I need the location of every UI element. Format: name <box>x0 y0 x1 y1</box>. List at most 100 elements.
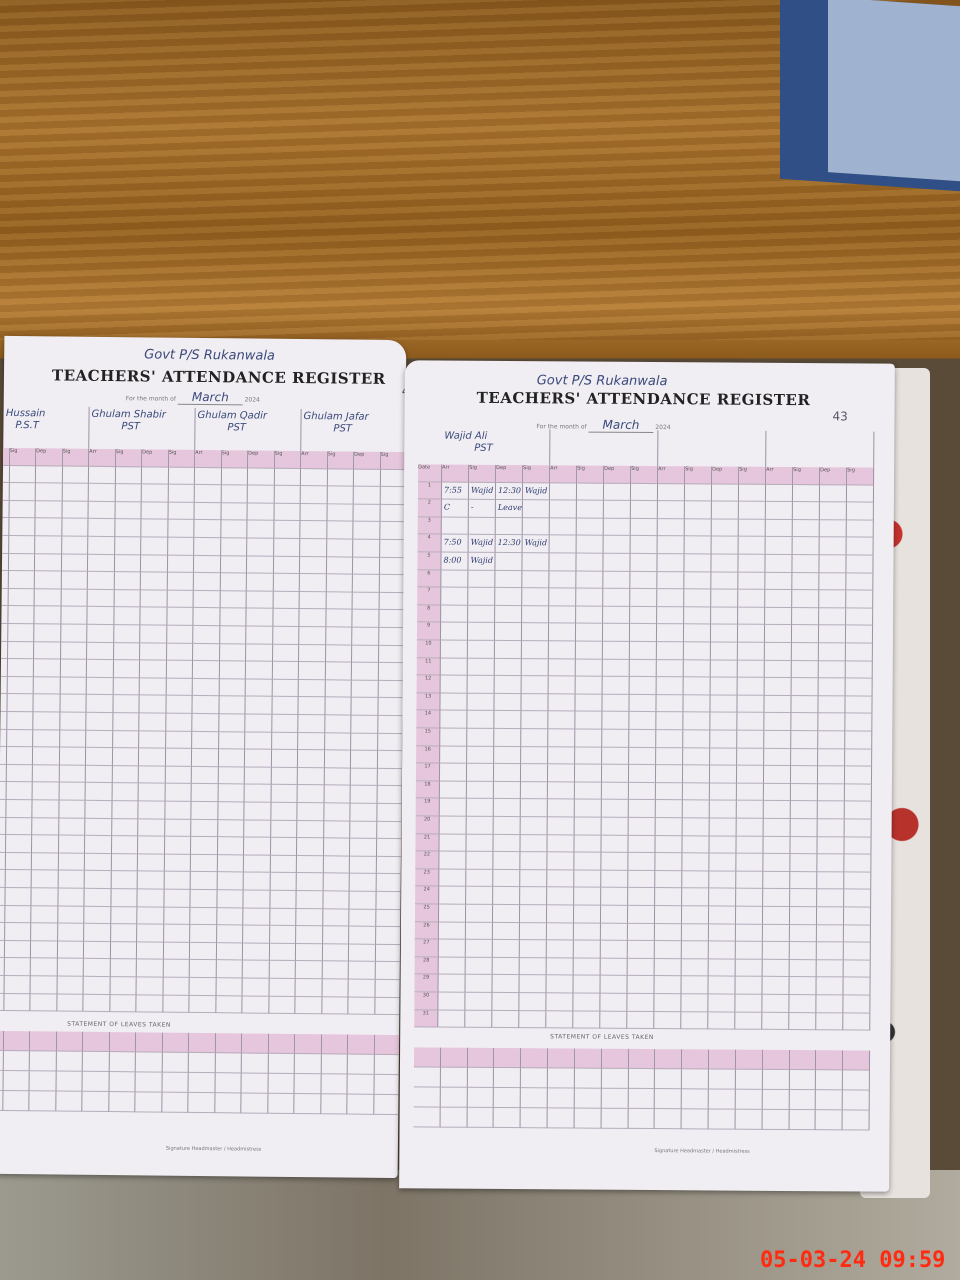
attendance-cell <box>492 922 520 941</box>
leave-cell <box>655 1089 683 1110</box>
attendance-cell <box>600 940 628 959</box>
attendance-cell <box>440 658 468 676</box>
attendance-cell <box>348 997 375 1016</box>
attendance-cell <box>548 676 576 695</box>
attendance-cell <box>377 751 405 769</box>
attendance-cell <box>60 606 88 625</box>
attendance-cell <box>112 783 139 802</box>
attendance-cell <box>843 942 871 961</box>
attendance-cell <box>735 924 763 943</box>
attendance-cell <box>656 642 684 660</box>
attendance-cell <box>465 957 493 976</box>
attendance-cell <box>601 888 629 906</box>
attendance-cell <box>137 924 164 943</box>
attendance-cell <box>378 680 405 699</box>
attendance-cell <box>167 537 195 556</box>
attendance-cell <box>0 606 9 624</box>
attendance-cell <box>600 993 628 1012</box>
attendance-cell <box>467 746 495 765</box>
attendance-cell <box>628 800 656 819</box>
attendance-cell <box>327 486 354 505</box>
attendance-cell <box>353 539 380 558</box>
attendance-cell <box>735 941 763 960</box>
leave-cell <box>373 1095 401 1116</box>
attendance-cell <box>627 958 655 977</box>
attendance-cell <box>297 750 325 769</box>
column-header: Arr <box>0 447 10 466</box>
attendance-cell <box>573 975 601 994</box>
attendance-cell <box>162 995 190 1014</box>
attendance-cell <box>682 765 711 784</box>
attendance-cell <box>216 942 244 961</box>
attendance-cell <box>494 711 522 730</box>
attendance-cell <box>194 502 222 521</box>
attendance-cell <box>655 818 683 836</box>
attendance-cell <box>34 571 62 590</box>
attendance-cell <box>549 518 577 536</box>
attendance-cell <box>299 609 327 628</box>
school-name: Govt P/S Rukanwala <box>144 347 276 364</box>
attendance-cell <box>216 978 243 997</box>
teacher-designation: PST <box>121 421 141 433</box>
attendance-cell <box>735 906 764 925</box>
attendance-cell <box>297 767 325 786</box>
attendance-cell <box>349 856 377 875</box>
attendance-cell <box>737 642 765 661</box>
attendance-cell <box>467 675 495 694</box>
attendance-cell <box>191 749 219 767</box>
attendance-cell <box>246 644 273 662</box>
leave-cell <box>521 1068 549 1089</box>
attendance-cell <box>737 730 765 749</box>
attendance-cell <box>242 943 270 962</box>
leave-cell <box>547 1068 575 1089</box>
handwritten-entry: Wajid <box>524 485 548 495</box>
attendance-cell <box>32 782 60 801</box>
attendance-cell <box>843 960 871 978</box>
attendance-cell <box>819 607 847 626</box>
attendance-cell <box>573 993 601 1012</box>
attendance-cell <box>603 606 631 625</box>
attendance-cell <box>630 501 658 519</box>
attendance-cell <box>683 695 711 713</box>
attendance-cell <box>0 588 9 607</box>
attendance-cell <box>466 869 494 888</box>
leave-cell <box>440 1107 468 1128</box>
teacher-name: Ghulam Jafar <box>303 411 369 423</box>
attendance-cell <box>765 519 793 538</box>
leave-cell <box>628 1049 656 1070</box>
attendance-cell <box>816 995 844 1013</box>
attendance-cell <box>6 694 34 713</box>
attendance-cell <box>627 1011 655 1030</box>
attendance-cell <box>166 608 194 626</box>
attendance-cell <box>628 782 656 801</box>
attendance-cell <box>708 959 736 978</box>
attendance-cell <box>546 905 575 924</box>
column-header: Arr <box>766 466 794 485</box>
attendance-cell <box>115 466 143 485</box>
attendance-cell <box>138 818 165 837</box>
attendance-cell <box>736 801 764 819</box>
attendance-cell <box>166 678 193 697</box>
handwritten-entry: C <box>443 502 451 512</box>
attendance-cell <box>192 678 220 697</box>
attendance-cell <box>816 1012 844 1031</box>
attendance-cell <box>520 852 548 871</box>
attendance-cell <box>710 730 738 749</box>
date-cell: 24 <box>415 886 440 905</box>
attendance-cell <box>296 873 324 892</box>
attendance-cell <box>326 574 353 593</box>
attendance-cell <box>191 766 219 785</box>
leave-cell <box>815 1110 843 1131</box>
attendance-cell <box>35 465 63 484</box>
attendance-cell <box>35 483 63 502</box>
attendance-cell <box>4 958 31 977</box>
attendance-cell <box>114 501 142 520</box>
attendance-cell <box>110 941 138 960</box>
attendance-cell <box>519 922 547 941</box>
attendance-cell <box>546 975 574 994</box>
handwritten-entry: 12:30 <box>497 538 521 548</box>
attendance-cell <box>549 500 577 519</box>
attendance-cell <box>628 817 656 836</box>
attendance-cell <box>139 678 167 697</box>
attendance-cell <box>7 641 35 660</box>
